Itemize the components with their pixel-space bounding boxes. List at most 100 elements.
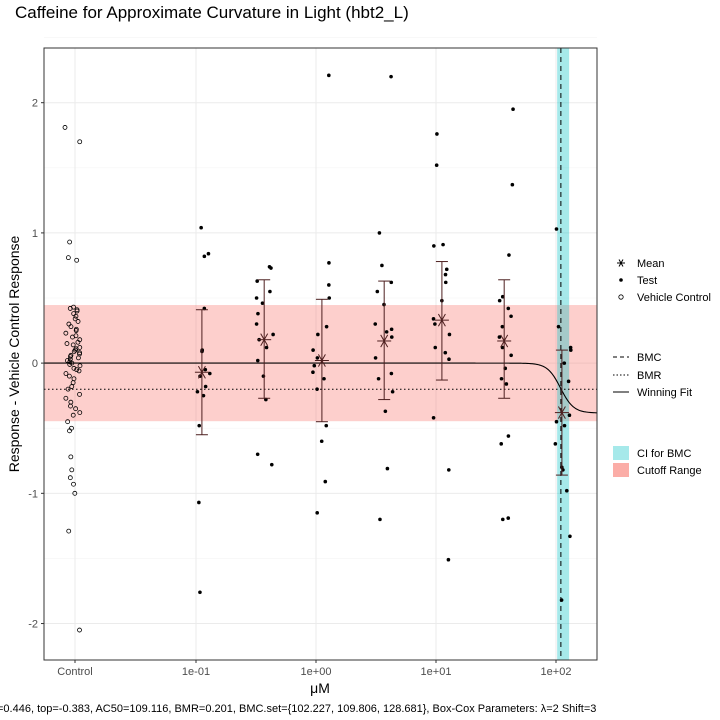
test-point <box>268 289 272 294</box>
test-point <box>506 434 511 438</box>
test-point <box>383 409 388 414</box>
test-point <box>255 358 260 363</box>
test-point <box>254 322 259 326</box>
vehicle-control-point <box>75 339 81 345</box>
mean-marker <box>554 406 569 419</box>
vehicle-control-point <box>68 403 73 409</box>
chart-title: Caffeine for Approximate Curvature in Li… <box>15 3 409 22</box>
test-point <box>432 244 436 248</box>
mean-marker-stroke <box>317 354 326 367</box>
mean-marker <box>314 354 329 367</box>
test-point <box>511 107 515 111</box>
vehicle-control-point <box>69 384 75 389</box>
test-point <box>507 253 511 257</box>
test-point <box>322 376 326 381</box>
test-point <box>255 279 259 283</box>
vehicle-control-point <box>65 358 70 363</box>
test-point <box>315 511 319 515</box>
test-point <box>564 488 569 493</box>
test-point <box>446 557 451 562</box>
test-point <box>389 335 394 339</box>
legend-mean-key <box>617 259 625 267</box>
test-point <box>443 272 448 277</box>
mean-marker <box>497 334 512 348</box>
test-point <box>375 289 380 294</box>
test-point <box>504 382 509 386</box>
vehicle-control-point <box>66 528 72 534</box>
legend-cutoff-key <box>613 463 629 477</box>
legend-mean-key-stroke <box>618 259 624 267</box>
test-point <box>271 332 275 337</box>
test-point <box>444 267 449 272</box>
test-point <box>500 324 505 329</box>
test-point <box>510 182 515 187</box>
mean-marker-stroke <box>557 406 566 419</box>
vehicle-control-point <box>63 330 69 336</box>
mean-marker-stroke <box>197 365 206 379</box>
legend-line-label: BMC <box>637 352 662 364</box>
vehicle-control-point <box>67 362 73 367</box>
test-point <box>509 314 513 319</box>
test-point <box>500 517 505 522</box>
legend-fill-label: Cutoff Range <box>637 465 702 477</box>
vehicle-control-point <box>68 454 74 460</box>
test-point <box>506 306 511 311</box>
test-point <box>389 74 393 79</box>
test-point <box>499 442 504 446</box>
y-tick-label: 1 <box>32 228 38 240</box>
vehicle-control-point <box>67 475 73 481</box>
mean-marker-stroke <box>260 333 269 347</box>
test-point <box>311 348 315 352</box>
test-point <box>443 280 448 285</box>
test-point <box>569 348 573 352</box>
test-point <box>327 261 331 265</box>
vehicle-control-point <box>67 354 73 360</box>
vehicle-control-point <box>77 627 82 633</box>
legend-ci-key <box>613 446 629 460</box>
vehicle-control-point <box>71 481 76 487</box>
mean-marker <box>194 365 209 379</box>
test-point <box>500 345 505 350</box>
mean-marker <box>257 333 272 347</box>
test-point <box>198 590 202 595</box>
y-tick-label: 0 <box>32 358 38 370</box>
vehicle-control-point <box>72 347 78 353</box>
test-point <box>327 73 331 78</box>
y-axis-title: Response - Vehicle Control Response <box>6 235 22 472</box>
test-point <box>269 266 273 270</box>
vehicle-control-point <box>74 367 80 373</box>
test-point <box>568 534 572 539</box>
test-point <box>562 361 567 365</box>
test-point <box>256 311 260 316</box>
test-point <box>435 132 439 136</box>
test-point <box>197 423 202 428</box>
test-point <box>208 371 212 376</box>
vehicle-control-point <box>70 342 76 348</box>
mean-marker-stroke <box>380 334 389 348</box>
y-tick-label: -1 <box>28 488 38 500</box>
vehicle-control-point <box>77 139 83 145</box>
vehicle-control-point <box>77 363 83 369</box>
test-point <box>509 353 513 358</box>
vehicle-control-point <box>64 341 70 346</box>
legend-vehicle-control-key <box>618 294 624 300</box>
vehicle-control-point <box>67 356 73 362</box>
caption-text: =0.446, top=-0.383, AC50=109.116, BMR=0.… <box>0 703 596 715</box>
y-tick-label: 2 <box>32 98 38 110</box>
plot-panel: -2 -1 0 1 2 Control 1e-01 1e+00 1e+01 1e+02 <box>28 37 598 678</box>
vehicle-control-point <box>70 412 76 418</box>
x-tick-label: 1e+00 <box>301 666 332 678</box>
test-point <box>434 163 439 167</box>
test-point <box>447 468 451 472</box>
vehicle-control-point <box>74 257 80 263</box>
plot-border <box>43 47 598 661</box>
test-point <box>447 357 451 362</box>
vehicle-control-point <box>73 313 79 319</box>
test-point <box>562 423 567 428</box>
test-point <box>311 370 315 375</box>
plot-background <box>44 48 597 660</box>
test-point <box>316 332 320 337</box>
test-point <box>201 393 206 398</box>
vehicle-control-point <box>72 490 78 496</box>
